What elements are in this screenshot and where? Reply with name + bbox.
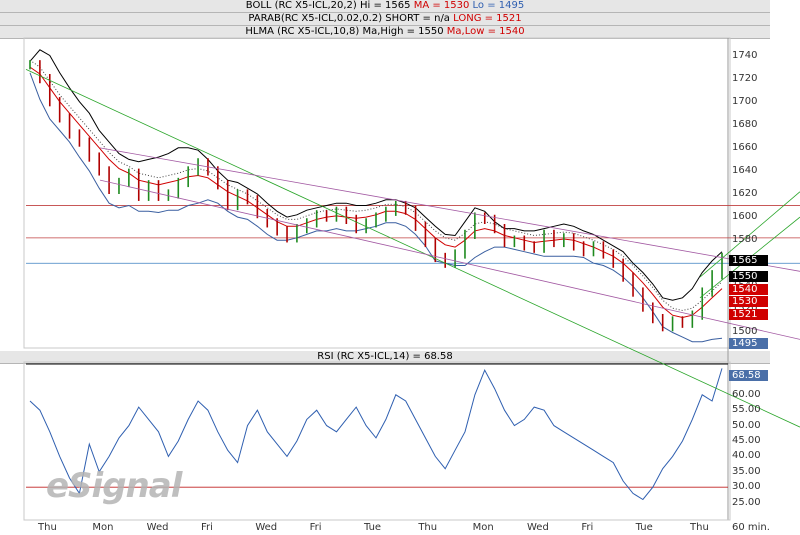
time-tick-label: Fri (309, 522, 322, 533)
interval-label: 60 min. (732, 522, 770, 533)
bollinger-middle-band (29, 66, 723, 319)
rsi-tick-label: 25.00 (732, 496, 761, 508)
rsi-tick-label: 35.00 (732, 465, 761, 477)
parab-legend: PARAB(RC X5-ICL,0.02,0.2) SHORT = n/a LO… (0, 13, 770, 26)
uptrend-line-upper (699, 191, 800, 278)
rsi-pane-frame (23, 361, 731, 521)
rsi-tick-label: 50.00 (732, 419, 761, 431)
boll-legend: BOLL (RC X5-ICL,20,2) Hi = 1565 MA = 153… (0, 0, 770, 13)
channel-upper-line (99, 147, 800, 272)
time-tick-label: Tue (364, 522, 382, 533)
esignal-watermark-logo: eSignal (46, 466, 182, 506)
rsi-value-tag: 68.58 (729, 370, 768, 381)
parab-legend-name: PARAB(RC X5-ICL,0.02,0.2) (248, 13, 383, 24)
rsi-tick-label: 60.00 (732, 388, 761, 400)
price-tag: 1495 (729, 338, 768, 349)
price-tick-label: 1740 (732, 49, 758, 61)
hlma-legend-high: Ma,High = 1550 (362, 26, 444, 37)
parab-legend-long: LONG = 1521 (453, 13, 522, 24)
hlma-legend-name: HLMA (RC X5-ICL,10,8) (245, 26, 360, 37)
rsi-tick-label: 45.00 (732, 435, 761, 446)
rsi-legend: RSI (RC X5-ICL,14) = 68.58 (0, 351, 770, 364)
hlma-legend-low: Ma,Low = 1540 (446, 26, 525, 37)
price-tag: 1540 (729, 284, 768, 295)
price-tag: 1565 (729, 255, 768, 266)
price-tick-label: 1580 (732, 234, 758, 246)
time-tick-label: Fri (201, 522, 213, 533)
price-tag: 1530 (729, 296, 768, 307)
rsi-tick-label: 40.00 (732, 450, 761, 462)
price-tick-label: 1640 (732, 164, 758, 176)
rsi-line (29, 368, 723, 501)
boll-legend-ma: MA = 1530 (413, 0, 470, 11)
time-tick-label: Thu (690, 522, 709, 533)
price-tick-label: 1680 (732, 118, 758, 130)
time-tick-label: Mon (92, 522, 114, 533)
price-tag: 1521 (729, 309, 768, 320)
boll-legend-hi: Hi = 1565 (360, 0, 411, 11)
channel-lower-line (99, 179, 800, 340)
price-tick-label: 1500 (732, 326, 758, 338)
price-tick-label: 1520 (732, 304, 757, 314)
rsi-tick-label: 30.00 (732, 481, 761, 493)
parabolic-sar-trail (29, 59, 723, 312)
time-tick-label: Fri (581, 522, 594, 533)
time-tick-label: Wed (255, 522, 278, 533)
time-tick-label: Wed (146, 522, 169, 533)
price-tick-label: 1600 (732, 211, 758, 223)
time-tick-label: Wed (527, 522, 549, 533)
price-pane-frame (23, 37, 731, 349)
downtrend-line (25, 69, 800, 428)
price-tick-label: 1700 (732, 95, 758, 107)
rsi-legend-label: RSI (RC X5-ICL,14) = 68.58 (317, 351, 453, 362)
price-tick-label: 1720 (732, 72, 758, 84)
time-tick-label: Thu (38, 522, 57, 533)
price-tick-label: 1620 (732, 188, 758, 199)
boll-legend-lo: Lo = 1495 (472, 0, 525, 11)
boll-legend-name: BOLL (RC X5-ICL,20,2) (245, 0, 357, 11)
time-tick-label: Thu (418, 522, 438, 533)
time-tick-label: Tue (635, 522, 653, 533)
bollinger-upper-band (29, 49, 723, 301)
bollinger-lower-band (29, 72, 723, 343)
time-tick-label: Mon (472, 522, 494, 533)
price-tag: 1550 (729, 271, 768, 282)
parab-legend-short: SHORT = n/a (385, 13, 450, 24)
price-tick-label: 1660 (732, 141, 758, 153)
rsi-tick-label: 55.00 (732, 404, 761, 416)
